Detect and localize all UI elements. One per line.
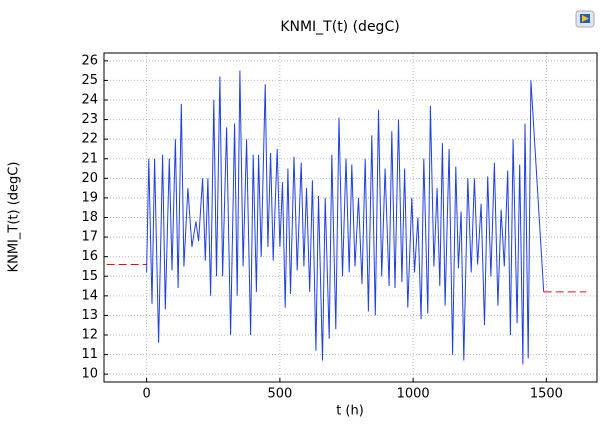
chart-title: KNMI_T(t) (degC) — [280, 19, 399, 35]
x-axis-label: t (h) — [336, 404, 364, 419]
y-tick-label: 10 — [81, 367, 98, 382]
data-line — [146, 70, 545, 365]
y-tick-label: 21 — [81, 151, 98, 166]
x-tick-label: 0 — [142, 387, 150, 402]
x-tick-label: 500 — [267, 387, 292, 402]
logo — [575, 10, 595, 28]
y-axis-label: KNMI_T(t) (degC) — [7, 162, 22, 273]
y-tick-label: 23 — [81, 112, 98, 127]
y-tick-label: 16 — [81, 249, 98, 264]
plot-frame — [103, 52, 598, 383]
y-tick-label: 19 — [81, 190, 98, 205]
y-tick-label: 17 — [81, 230, 98, 245]
y-tick-label: 18 — [81, 210, 98, 225]
y-tick-label: 20 — [81, 171, 98, 186]
y-tick-label: 25 — [81, 73, 98, 88]
x-tick-label: 1500 — [530, 387, 563, 402]
y-tick-label: 26 — [81, 53, 98, 68]
y-tick-label: 22 — [81, 132, 98, 147]
y-tick-label: 15 — [81, 269, 98, 284]
x-tick-label: 1000 — [397, 387, 430, 402]
y-tick-label: 13 — [81, 308, 98, 323]
y-tick-label: 24 — [81, 93, 98, 108]
y-tick-label: 12 — [81, 328, 98, 343]
y-tick-label: 11 — [81, 347, 98, 362]
y-tick-label: 14 — [81, 288, 98, 303]
